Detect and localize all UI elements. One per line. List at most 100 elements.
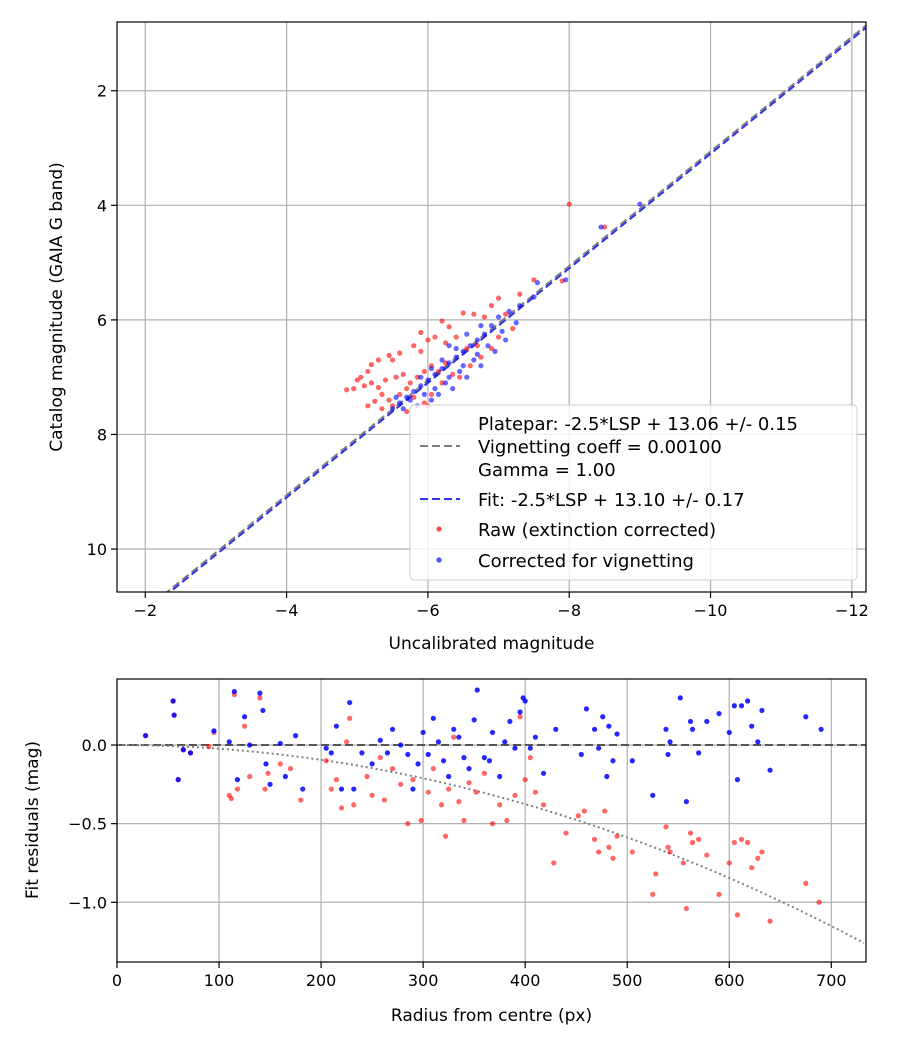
data-point [333,777,339,783]
data-point [759,707,765,714]
data-point [418,348,424,354]
data-point [432,386,438,392]
data-point [372,398,378,404]
data-point [687,830,694,836]
data-point [551,860,557,866]
y-axis-label: Catalog magnitude (GAIA G band) [47,162,67,452]
data-point [435,368,442,375]
data-point [532,734,538,740]
data-point [421,400,427,406]
y-tick-label: 8 [97,425,107,444]
data-point [704,718,710,725]
data-point [338,786,345,792]
data-point [411,343,417,349]
axis-ticks: −2 −4 −6 −8 −10 −12 2 4 6 8 10 [87,82,869,620]
data-point [428,397,435,403]
data-point [464,345,470,352]
data-point [610,855,616,861]
data-point [328,786,334,792]
data-point [816,899,822,905]
y-tick-label: 0.0 [82,736,107,755]
data-point [803,880,809,886]
data-point [481,770,487,776]
y-tick-label: −1.0 [68,893,107,912]
data-point [460,310,466,316]
data-point [704,852,710,858]
data-point [466,780,472,786]
data-point [650,792,656,798]
data-point [368,361,374,368]
data-point [495,295,502,301]
data-point [614,731,620,737]
data-point [610,758,616,764]
data-point [467,343,473,349]
data-point [497,802,503,808]
data-point [298,797,304,803]
legend-label: Corrected for vignetting [478,551,694,572]
data-point [749,723,755,729]
data-point [411,388,417,395]
data-point [333,723,339,729]
legend-dot-swatch [436,526,442,532]
axis-ticks: 0 100 200 300 400 500 600 700 0.0 −0.5 −1.0 [68,736,846,990]
data-point [421,391,427,397]
x-axis-label: Uncalibrated magnitude [389,634,595,654]
data-point [531,294,537,300]
data-point [446,773,452,780]
data-point [474,343,480,349]
data-point [683,905,690,912]
data-point [600,714,606,720]
data-point [485,343,491,349]
x-tick-label: −6 [416,601,440,620]
x-tick-label: 0 [112,971,122,990]
data-point [540,770,547,776]
data-point [386,397,392,403]
x-tick-label: −8 [557,601,581,620]
data-point [467,363,473,369]
data-point [734,912,741,918]
data-point [667,849,673,855]
data-point [745,839,751,846]
data-point [488,345,495,352]
data-point [351,786,357,792]
data-point [464,331,470,337]
axes-frame [116,678,867,963]
y-axis-label: Fit residuals (mag) [23,741,43,899]
y-tick-label: 4 [97,196,107,215]
data-point [344,387,350,393]
data-point [247,742,253,748]
data-point [677,695,683,701]
data-point [439,357,445,363]
data-point [435,391,442,397]
data-point [300,786,306,792]
data-point [461,817,467,824]
data-point [474,687,480,693]
data-point [488,302,495,309]
data-point [481,331,488,337]
data-point [171,712,177,718]
data-point [489,729,496,736]
data-point [517,709,523,715]
data-point [404,408,410,415]
data-point [696,750,702,756]
data-point [522,698,528,704]
data-point [755,739,761,745]
data-point [393,394,399,400]
data-point [453,354,459,360]
data-point [637,201,643,207]
data-point [745,698,751,704]
data-point [405,821,411,827]
data-point [457,368,463,375]
data-point [734,777,741,783]
data-point [405,751,411,758]
data-point [393,374,399,380]
data-point [456,734,462,740]
data-point [527,745,533,751]
data-point [527,755,533,761]
data-point [425,789,431,795]
y-tick-label: 6 [97,311,107,330]
data-point [265,770,271,776]
data-point [358,374,364,380]
data-point [292,733,299,739]
data-point [731,703,737,709]
